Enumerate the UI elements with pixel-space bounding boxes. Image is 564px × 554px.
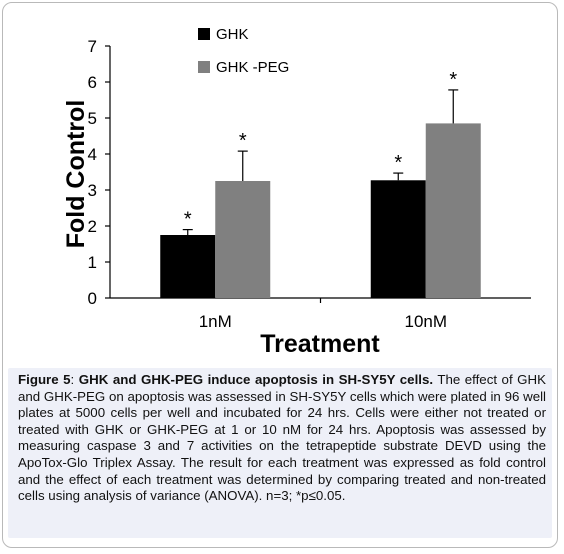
bar — [215, 181, 271, 298]
y-axis-label: Fold Control — [62, 100, 90, 249]
y-tick-label: 7 — [88, 37, 97, 56]
legend-label: GHK — [216, 26, 249, 43]
x-axis-label: Treatment — [260, 330, 380, 358]
figure-caption: Figure 5: GHK and GHK-PEG induce apoptos… — [18, 372, 546, 505]
y-tick-label: 3 — [88, 181, 97, 200]
chart-significance-marks: * * * * — [184, 69, 458, 231]
legend-swatch — [198, 61, 210, 73]
caption-background — [8, 368, 552, 538]
bar — [425, 123, 481, 299]
y-tick-label: 4 — [88, 145, 97, 164]
bar-chart: * * * * 0 1 2 3 4 5 6 7 1nM 10nM GHK GHK -PEG Fold Co… — [62, 26, 531, 358]
significance-star: * — [184, 209, 192, 231]
x-tick-label: 1nM — [199, 312, 232, 331]
y-tick-label: 5 — [88, 109, 97, 128]
bar — [160, 235, 216, 298]
bar — [370, 180, 426, 298]
chart-error-bars — [182, 89, 459, 235]
chart-legend: GHK GHK -PEG — [198, 26, 289, 76]
legend-swatch — [198, 28, 210, 40]
caption-figure-label: Figure 5 — [18, 372, 71, 387]
significance-star: * — [239, 130, 247, 152]
y-tick-label: 2 — [88, 217, 97, 236]
y-tick-label: 0 — [88, 289, 97, 308]
chart-tick-labels: 0 1 2 3 4 5 6 7 1nM 10nM — [88, 37, 447, 331]
caption-separator: : — [70, 372, 79, 387]
caption-title: GHK and GHK-PEG induce apoptosis in SH-S… — [78, 372, 434, 387]
legend-label: GHK -PEG — [216, 59, 289, 76]
significance-star: * — [449, 69, 457, 91]
x-tick-label: 10nM — [404, 312, 447, 331]
chart-bars — [160, 123, 481, 299]
caption-body: The effect of GHK and GHK-PEG on apoptos… — [18, 372, 546, 504]
significance-star: * — [394, 152, 402, 174]
y-tick-label: 1 — [88, 253, 97, 272]
y-tick-label: 6 — [88, 73, 97, 92]
